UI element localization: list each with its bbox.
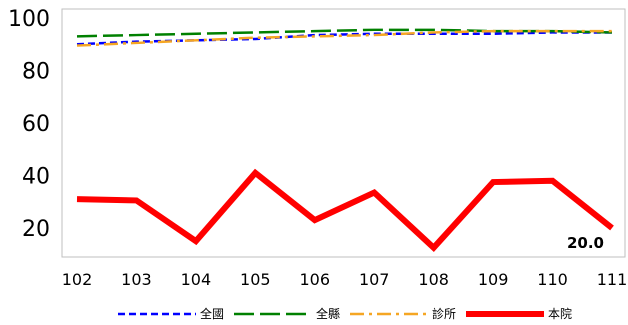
y-tick-label: 100 (8, 7, 50, 32)
x-axis-ticks: 102 103 104 105 106 107 108 109 110 111 (62, 270, 628, 289)
legend-label: 全國 (200, 306, 224, 321)
y-tick-label: 60 (22, 112, 50, 137)
legend-label: 本院 (548, 307, 572, 321)
legend-label: 診所 (432, 306, 456, 321)
y-tick-label: 80 (22, 60, 50, 85)
x-tick-label: 107 (359, 270, 390, 289)
x-tick-label: 111 (597, 270, 628, 289)
x-tick-label: 108 (418, 270, 449, 289)
x-tick-label: 104 (181, 270, 212, 289)
data-label-last-value: 20.0 (567, 234, 604, 252)
series-line-3 (76, 168, 614, 252)
x-tick-label: 106 (300, 270, 331, 289)
legend-label: 全縣 (316, 306, 340, 321)
x-tick-label: 109 (478, 270, 509, 289)
x-tick-label: 102 (62, 270, 93, 289)
x-tick-label: 103 (121, 270, 152, 289)
legend: 全國 全縣 診所 本院 (118, 306, 572, 321)
x-tick-label: 105 (240, 270, 271, 289)
y-axis-ticks: 20 40 60 80 100 (8, 7, 50, 242)
x-tick-label: 110 (537, 270, 568, 289)
y-tick-label: 40 (22, 165, 50, 190)
series-lines (76, 28, 614, 252)
y-tick-label: 20 (22, 217, 50, 242)
series-line-2 (76, 29, 612, 47)
series-line-1 (76, 28, 613, 38)
plot-area-border (61, 8, 626, 258)
